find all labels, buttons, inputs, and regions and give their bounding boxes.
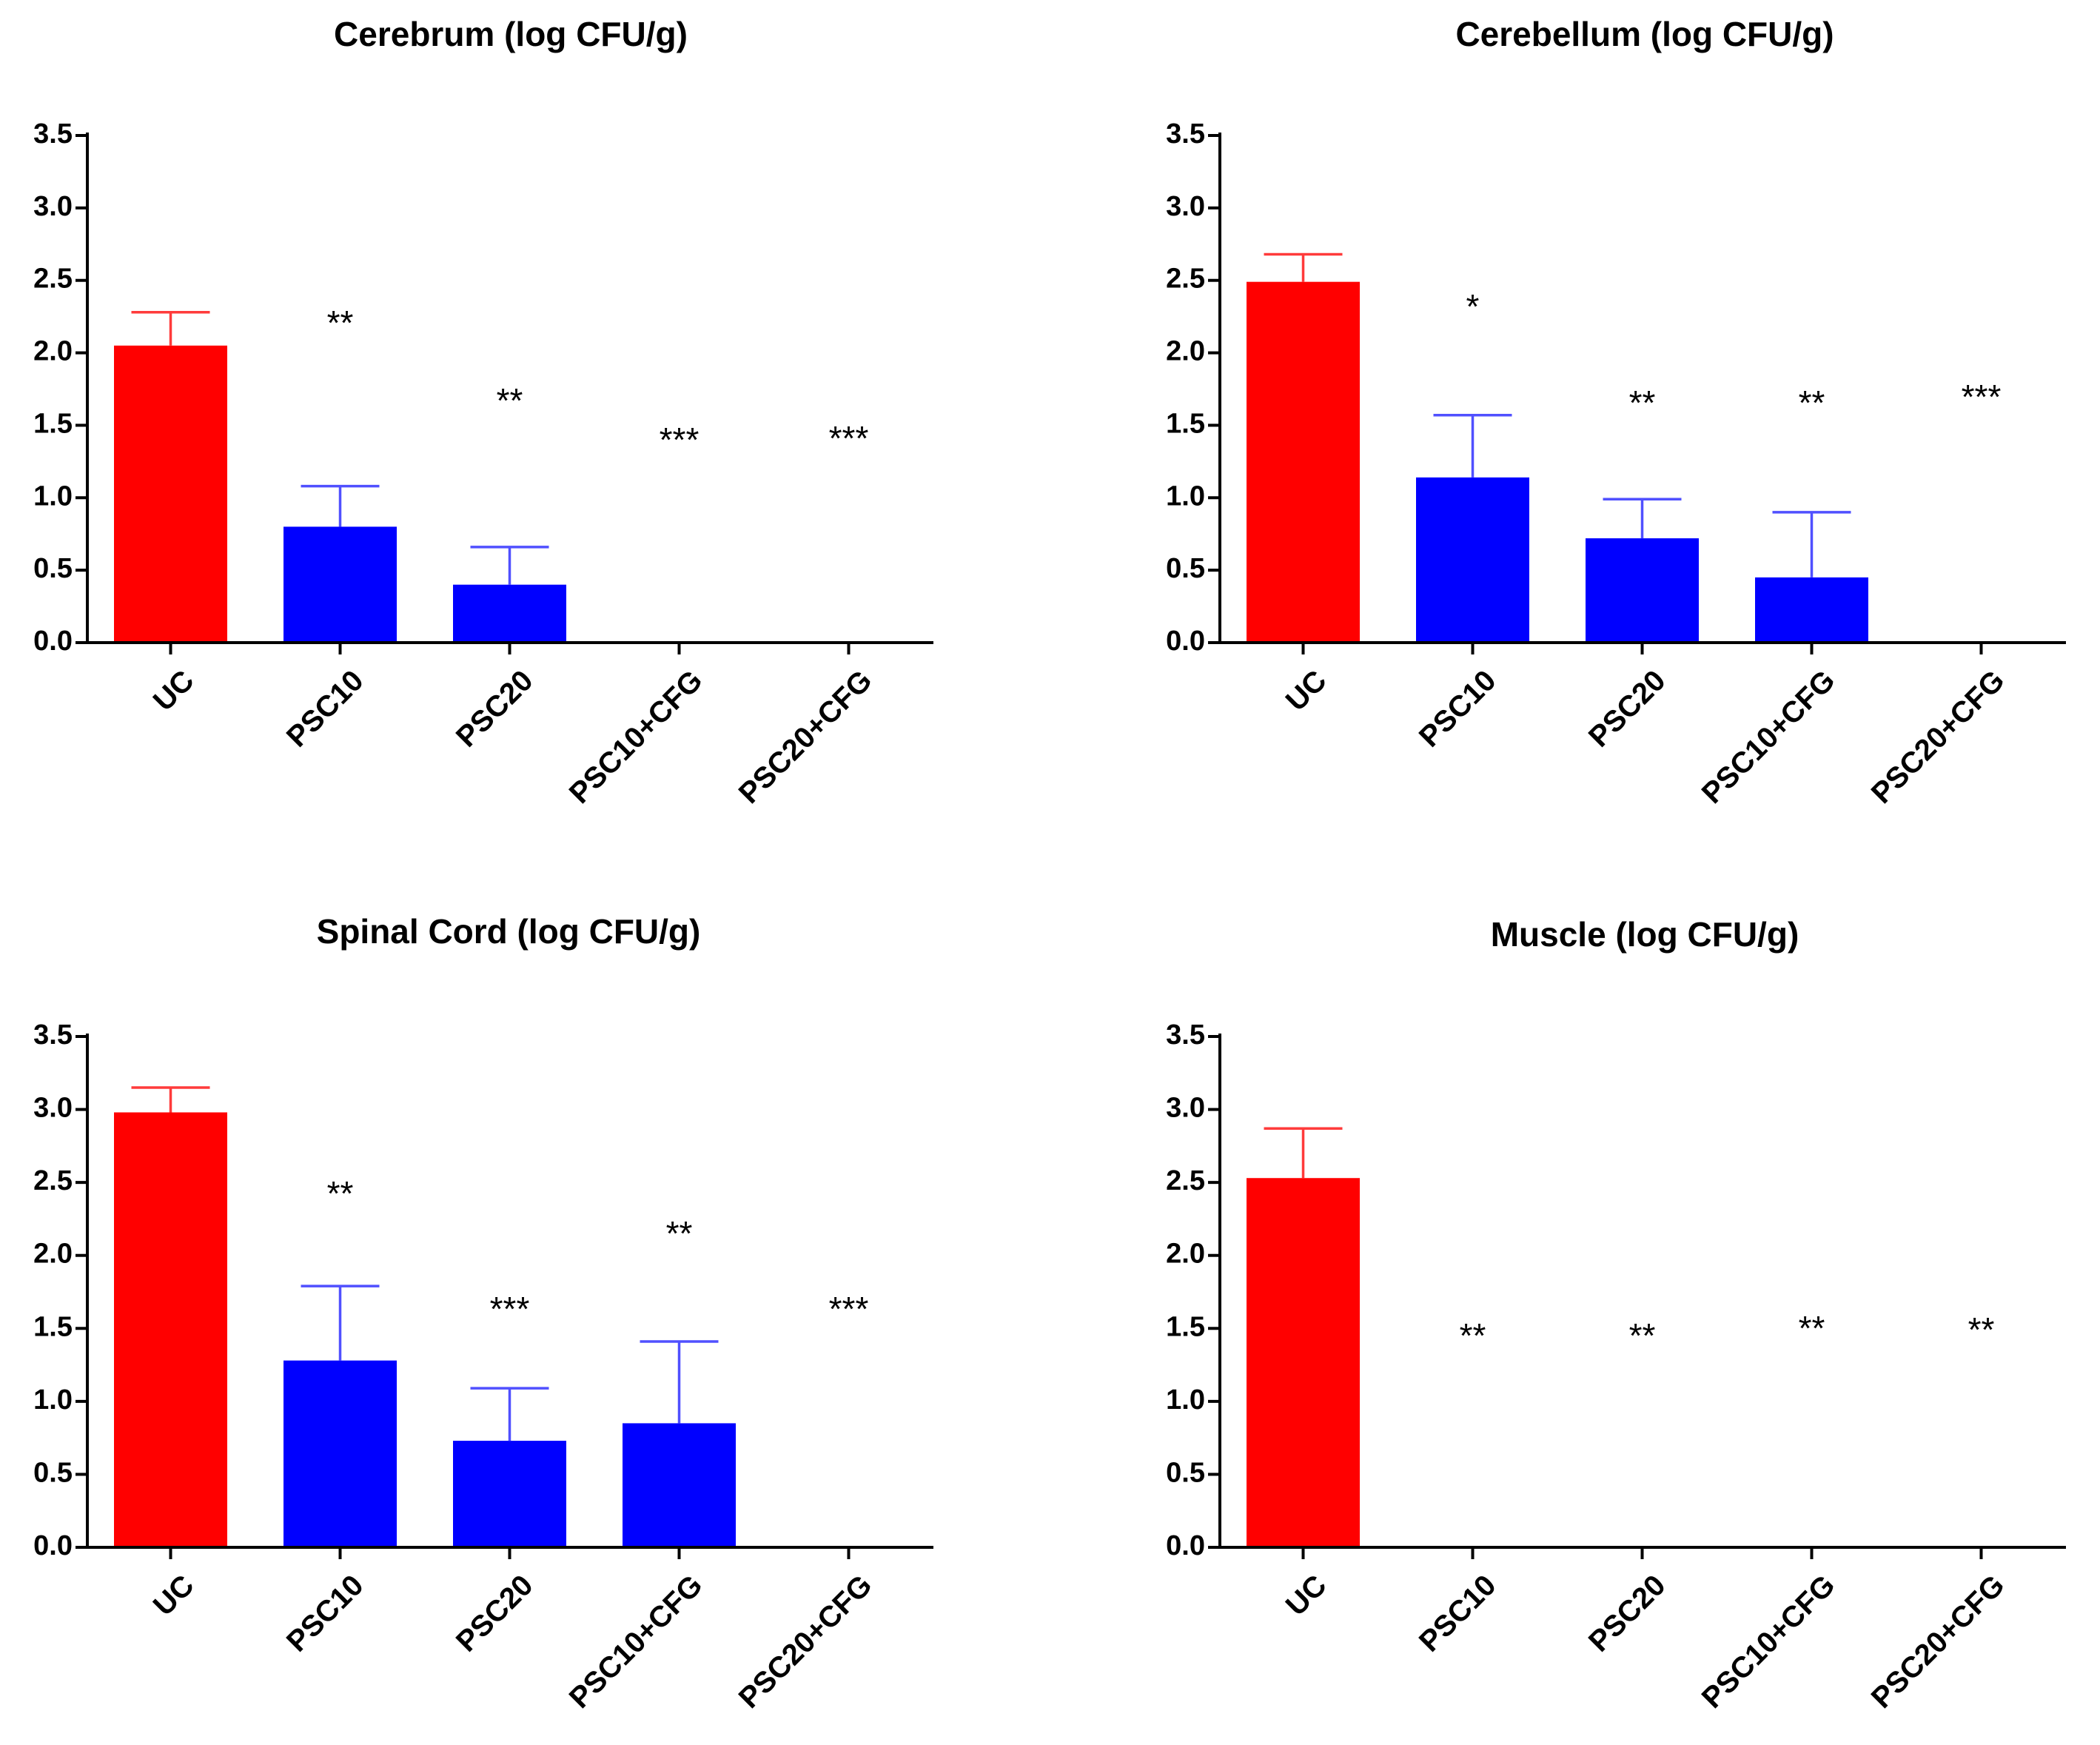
y-tick-label: 0.5: [33, 553, 73, 584]
chart-title: Spinal Cord (log CFU/g): [317, 912, 701, 951]
y-tick-label: 1.5: [1166, 1311, 1205, 1342]
y-tick-label: 1.5: [33, 408, 73, 439]
bar: [114, 1112, 227, 1547]
x-tick-label: UC: [147, 664, 201, 717]
significance-label: ***: [1962, 378, 2002, 416]
bar: [284, 526, 397, 643]
chart-panel-4: Muscle (log CFU/g) ** ** ** ** 0.0 0.5 1.0 1.5 2.…: [1166, 915, 2066, 1715]
y-tick-label: 0.5: [1166, 1457, 1205, 1488]
x-tick-label: PSC10: [281, 664, 370, 754]
y-tick-label: 3.0: [33, 191, 73, 222]
bar: [114, 345, 227, 643]
bar: [1416, 477, 1529, 643]
y-tick-label: 2.0: [33, 336, 73, 367]
x-tick-label: PSC10+CFG: [563, 1569, 709, 1715]
bar: [1755, 577, 1868, 643]
x-tick-label: PSC10+CFG: [563, 664, 709, 810]
y-tick-label: 2.0: [33, 1239, 73, 1270]
significance-label: *: [1466, 287, 1480, 326]
bar: [1247, 1178, 1360, 1547]
x-tick-label: UC: [1280, 664, 1333, 717]
chart-panel-2: Cerebellum (log CFU/g)*** ** ***0.00.51.01…: [1166, 15, 2066, 810]
x-tick-label: PSC20: [1583, 1569, 1672, 1658]
significance-label: ***: [829, 419, 869, 458]
significance-label: **: [497, 381, 523, 420]
y-tick-label: 0.0: [33, 626, 73, 657]
x-tick-label: PSC20+CFG: [1865, 1569, 2011, 1715]
x-tick-label: PSC10: [1413, 664, 1503, 754]
y-tick-label: 3.0: [1166, 1093, 1205, 1124]
y-tick-label: 2.5: [33, 264, 73, 295]
bar: [1586, 538, 1699, 643]
x-tick-label: PSC10+CFG: [1696, 1569, 1842, 1715]
y-tick-label: 3.0: [33, 1093, 73, 1124]
bar: [623, 1423, 736, 1547]
y-tick-label: 0.0: [33, 1530, 73, 1561]
y-tick-label: 3.5: [33, 118, 73, 150]
x-tick-label: UC: [147, 1569, 201, 1622]
chart-title: Muscle (log CFU/g): [1491, 915, 1799, 954]
significance-label: **: [1629, 384, 1656, 422]
significance-label: **: [1968, 1310, 1995, 1349]
significance-label: ***: [490, 1290, 530, 1328]
y-tick-label: 3.5: [33, 1019, 73, 1051]
y-tick-label: 1.0: [1166, 480, 1205, 512]
chart-title: Cerebellum (log CFU/g): [1455, 15, 1834, 53]
bar: [1247, 281, 1360, 643]
y-tick-label: 1.0: [33, 1384, 73, 1416]
bar: [453, 1441, 566, 1547]
y-tick-label: 2.5: [33, 1165, 73, 1196]
y-tick-label: 1.5: [33, 1311, 73, 1342]
chart-title: Cerebrum (log CFU/g): [334, 15, 688, 53]
y-tick-label: 3.0: [1166, 191, 1205, 222]
bar: [453, 584, 566, 643]
y-tick-label: 2.0: [1166, 336, 1205, 367]
significance-label: **: [666, 1214, 693, 1253]
x-tick-label: PSC20+CFG: [733, 1569, 879, 1715]
significance-label: **: [1799, 1309, 1825, 1347]
x-tick-label: PSC10: [1413, 1569, 1503, 1658]
y-tick-label: 1.0: [33, 480, 73, 512]
y-tick-label: 3.5: [1166, 1019, 1205, 1051]
chart-panel-1: Cerebrum (log CFU/g)******* ***0.00.51.01…: [33, 15, 933, 810]
chart-panel-3: Spinal Cord (log CFU/g)**********0.00.51…: [33, 912, 933, 1715]
significance-label: **: [327, 304, 354, 342]
y-tick-label: 2.5: [1166, 1165, 1205, 1196]
y-tick-label: 2.0: [1166, 1239, 1205, 1270]
y-tick-label: 2.5: [1166, 264, 1205, 295]
significance-label: ***: [660, 421, 700, 459]
y-tick-label: 1.5: [1166, 408, 1205, 439]
x-tick-label: PSC20: [1583, 664, 1672, 754]
significance-label: ***: [829, 1290, 869, 1328]
significance-label: **: [327, 1174, 354, 1213]
x-tick-label: UC: [1280, 1569, 1333, 1622]
y-tick-label: 1.0: [1166, 1384, 1205, 1416]
y-tick-label: 0.0: [1166, 1530, 1205, 1561]
y-tick-label: 0.0: [1166, 626, 1205, 657]
x-tick-label: PSC20+CFG: [1865, 664, 2011, 810]
significance-label: **: [1460, 1316, 1486, 1355]
y-tick-label: 3.5: [1166, 118, 1205, 150]
significance-label: **: [1799, 384, 1825, 422]
x-tick-label: PSC20: [450, 1569, 540, 1658]
significance-label: **: [1629, 1316, 1656, 1355]
y-tick-label: 0.5: [1166, 553, 1205, 584]
x-tick-label: PSC20+CFG: [733, 664, 879, 810]
bar: [284, 1360, 397, 1547]
x-tick-label: PSC10+CFG: [1696, 664, 1842, 810]
y-tick-label: 0.5: [33, 1457, 73, 1488]
x-tick-label: PSC20: [450, 664, 540, 754]
x-tick-label: PSC10: [281, 1569, 370, 1658]
